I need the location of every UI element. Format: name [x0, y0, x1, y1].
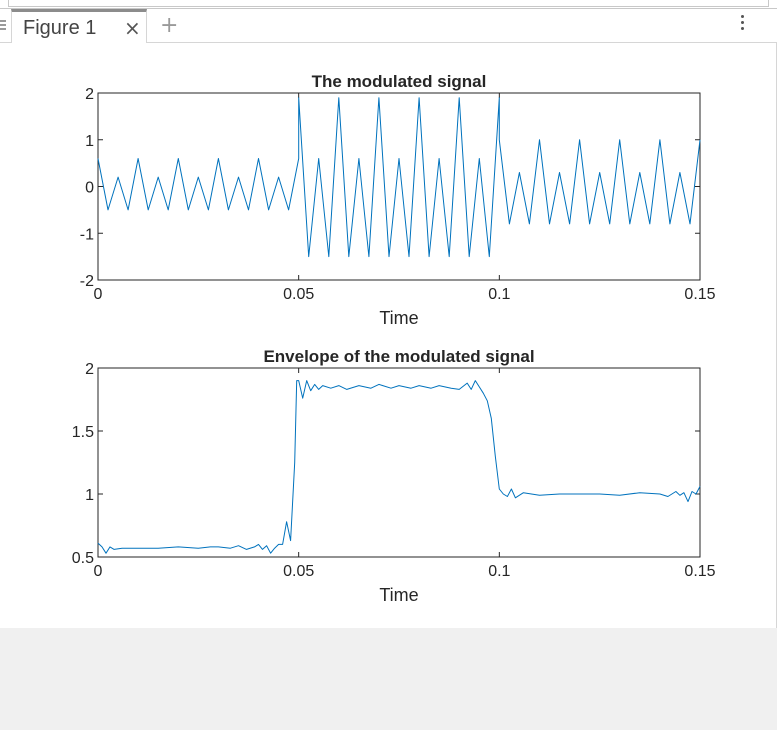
- chart2-ytick-label: 1: [85, 487, 94, 504]
- figure-canvas: The modulated signal 0 0.05 0.1 0.15 2 1 0 -1 -2 T…: [0, 43, 777, 628]
- chart2-xtick-label: 0.15: [684, 563, 715, 580]
- chart2-xtick-label: 0.1: [488, 563, 510, 580]
- chart2-axes-box: [97, 367, 701, 558]
- window-top-border: [0, 0, 777, 9]
- chart1-ytick-label: 0: [85, 180, 94, 197]
- chart2-series-line: [97, 380, 701, 554]
- chart2-ytick-label: 2: [85, 361, 94, 378]
- figure-tab-bar: Figure 1 × +: [0, 9, 777, 43]
- chart1-ytick-label: -2: [80, 273, 94, 290]
- chart1-xtick-label: 0.15: [684, 286, 715, 303]
- chart1-series-line: [97, 97, 701, 258]
- chart1-xtick-label: 0.05: [283, 286, 314, 303]
- chart1-ytick-label: -1: [80, 226, 94, 243]
- tab-label: Figure 1: [23, 17, 97, 39]
- chart2-title: Envelope of the modulated signal: [263, 347, 534, 366]
- tab-figure-1[interactable]: Figure 1 ×: [11, 9, 147, 43]
- chart1-title: The modulated signal: [312, 72, 487, 91]
- chart2-xtick-label: 0.05: [283, 563, 314, 580]
- chart1-xtick-label: 0: [94, 286, 103, 303]
- close-icon[interactable]: ×: [124, 16, 141, 40]
- chart2-xlabel: Time: [379, 585, 418, 605]
- kebab-menu-icon[interactable]: [736, 15, 748, 37]
- chart1-ytick-label: 2: [85, 86, 94, 103]
- chart2-ytick-label: 0.5: [72, 550, 94, 567]
- chart1-axes-box: [97, 92, 701, 281]
- grip-icon[interactable]: [0, 20, 6, 32]
- plus-icon[interactable]: +: [160, 13, 179, 38]
- chart2-ytick-label: 1.5: [72, 424, 94, 441]
- chart1-ytick-label: 1: [85, 133, 94, 150]
- chart2-xtick-label: 0: [94, 563, 103, 580]
- chart1-xlabel: Time: [379, 308, 418, 328]
- figure-plots: The modulated signal 0 0.05 0.1 0.15 2 1 0 -1 -2 T…: [72, 72, 716, 605]
- chart1-xtick-label: 0.1: [488, 286, 510, 303]
